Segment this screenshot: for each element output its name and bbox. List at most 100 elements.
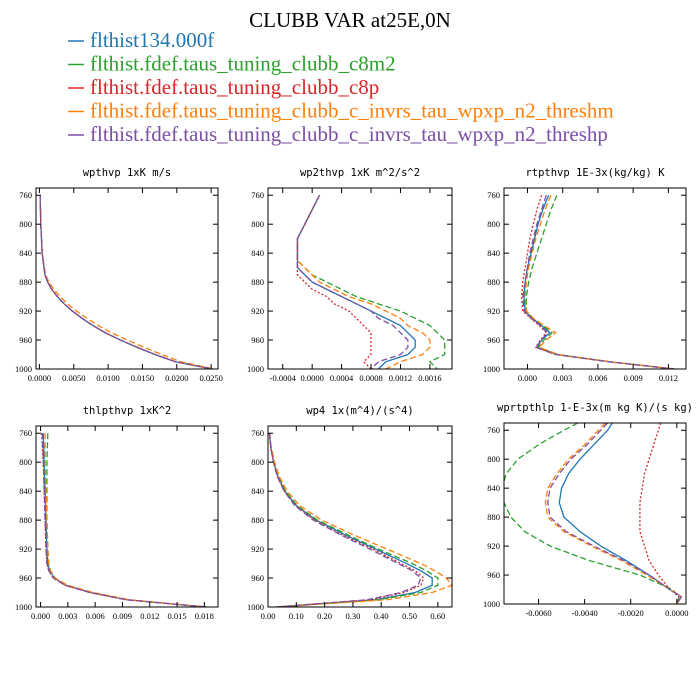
y-tick-label: 840: [251, 248, 264, 258]
y-tick-label: 840: [487, 248, 500, 258]
y-tick-label: 760: [487, 190, 500, 200]
series-line: [269, 433, 452, 607]
y-tick-label: 1000: [483, 599, 500, 609]
x-tick-label: 0.0250: [199, 373, 222, 383]
legend-entry: flthist.fdef.taus_tuning_clubb_c_invrs_t…: [90, 122, 608, 146]
x-tick-label: -0.0004: [270, 373, 297, 383]
series-line: [268, 433, 439, 607]
panel-title: wp4 1x(m^4)/(s^4): [306, 405, 413, 417]
y-tick-label: 840: [251, 486, 264, 496]
y-tick-label: 1000: [247, 602, 264, 612]
series-line: [268, 433, 425, 607]
series-line: [39, 195, 213, 369]
panel-title: rtpthvp 1E-3x(kg/kg) K: [525, 167, 665, 179]
series-line: [46, 433, 207, 607]
x-tick-label: 0.015: [167, 611, 186, 621]
x-tick-label: 0.000: [518, 373, 537, 383]
y-tick-label: 960: [487, 335, 500, 345]
x-tick-label: 0.003: [553, 373, 572, 383]
panels: wpthvp 1xK m/s76080084088092096010000.00…: [15, 167, 693, 621]
legend-entry: flthist.fdef.taus_tuning_clubb_c8m2: [90, 52, 396, 76]
series-line: [296, 194, 416, 369]
x-tick-label: 0.0000: [300, 373, 323, 383]
plot-frame: [35, 425, 219, 608]
x-tick-label: 0.012: [140, 611, 159, 621]
y-tick-label: 960: [19, 573, 32, 583]
x-tick-label: 0.0016: [418, 373, 441, 383]
plot-frame: [267, 425, 453, 608]
x-tick-label: 0.60: [430, 611, 445, 621]
x-tick-label: 0.0050: [62, 373, 85, 383]
y-tick-label: 920: [487, 541, 500, 551]
series-line: [522, 195, 675, 369]
legend-entry: flthist.fdef.taus_tuning_clubb_c8p: [90, 75, 379, 99]
y-tick-label: 920: [251, 544, 264, 554]
series-line: [44, 433, 207, 607]
x-tick-label: 0.009: [113, 611, 132, 621]
y-tick-label: 920: [19, 544, 32, 554]
x-tick-label: 0.0008: [359, 373, 382, 383]
y-tick-label: 800: [251, 457, 264, 467]
x-tick-label: 0.0000: [665, 608, 688, 618]
y-tick-label: 800: [19, 219, 32, 229]
y-tick-label: 960: [19, 335, 32, 345]
legend-entry: flthist.fdef.taus_tuning_clubb_c_invrs_t…: [90, 99, 614, 123]
series-line: [504, 423, 680, 604]
y-tick-label: 760: [251, 190, 264, 200]
series-line: [525, 194, 675, 369]
x-tick-label: 0.40: [374, 611, 389, 621]
x-tick-label: 0.00: [261, 611, 276, 621]
x-tick-label: 0.006: [86, 611, 105, 621]
series-line: [40, 433, 207, 607]
y-tick-label: 1000: [15, 364, 32, 374]
x-tick-label: 0.012: [659, 373, 678, 383]
x-tick-label: 0.0100: [96, 373, 119, 383]
y-tick-label: 880: [487, 277, 500, 287]
x-tick-label: -0.0040: [572, 608, 598, 618]
panel-title: wpthvp 1xK m/s: [83, 167, 172, 179]
series-line: [544, 423, 683, 604]
y-tick-label: 760: [487, 425, 500, 435]
y-tick-label: 920: [487, 306, 500, 316]
y-tick-label: 1000: [15, 602, 32, 612]
panel-title: wp2thvp 1xK m^2/s^2: [300, 167, 420, 179]
x-tick-label: 0.0200: [165, 373, 188, 383]
series-line: [523, 194, 675, 369]
y-tick-label: 880: [19, 515, 32, 525]
legend-entry: flthist134.000f: [90, 28, 214, 52]
series-line: [296, 194, 372, 369]
y-tick-label: 760: [19, 428, 32, 438]
series-line: [296, 194, 409, 369]
x-tick-label: 0.0000: [28, 373, 51, 383]
x-tick-label: 0.0004: [330, 373, 354, 383]
y-tick-label: 760: [251, 428, 264, 438]
x-tick-label: 0.006: [588, 373, 607, 383]
chart-panel: rtpthvp 1E-3x(kg/kg) K 760 800 840 880 920 960…: [483, 167, 687, 383]
y-tick-label: 800: [251, 219, 264, 229]
series-line: [558, 423, 683, 604]
y-tick-label: 840: [19, 248, 32, 258]
y-tick-label: 960: [251, 573, 264, 583]
chart-panel: wprtpthlp 1-E-3x(m kg K)/(s kg) 760 800 840…: [483, 402, 693, 618]
legend: flthist134.000fflthist.fdef.taus_tuning_…: [68, 28, 614, 146]
series-line: [520, 195, 675, 369]
y-tick-label: 880: [487, 512, 500, 522]
series-line: [268, 433, 433, 607]
x-tick-label: 0.0012: [389, 373, 412, 383]
y-tick-label: 800: [487, 219, 500, 229]
y-tick-label: 960: [487, 570, 500, 580]
chart-panel: wp4 1x(m^4)/(s^4)76080084088092096010000…: [247, 405, 453, 621]
y-tick-label: 800: [487, 454, 500, 464]
y-tick-label: 1000: [247, 364, 264, 374]
plot-frame: [503, 187, 687, 370]
y-tick-label: 880: [19, 277, 32, 287]
series-line: [524, 194, 675, 369]
plot-frame: [503, 422, 687, 605]
plot-frame: [35, 187, 219, 370]
series-line: [296, 194, 431, 369]
x-tick-label: 0.003: [58, 611, 77, 621]
y-tick-label: 840: [487, 483, 500, 493]
chart-panel: wpthvp 1xK m/s76080084088092096010000.00…: [15, 167, 223, 383]
panel-title: thlpthvp 1xK^2: [83, 405, 172, 417]
y-tick-label: 800: [19, 457, 32, 467]
